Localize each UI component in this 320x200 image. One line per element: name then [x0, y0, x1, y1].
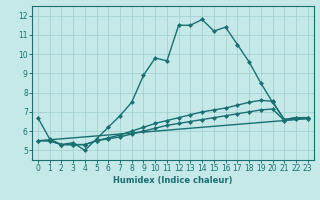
- X-axis label: Humidex (Indice chaleur): Humidex (Indice chaleur): [113, 176, 233, 185]
